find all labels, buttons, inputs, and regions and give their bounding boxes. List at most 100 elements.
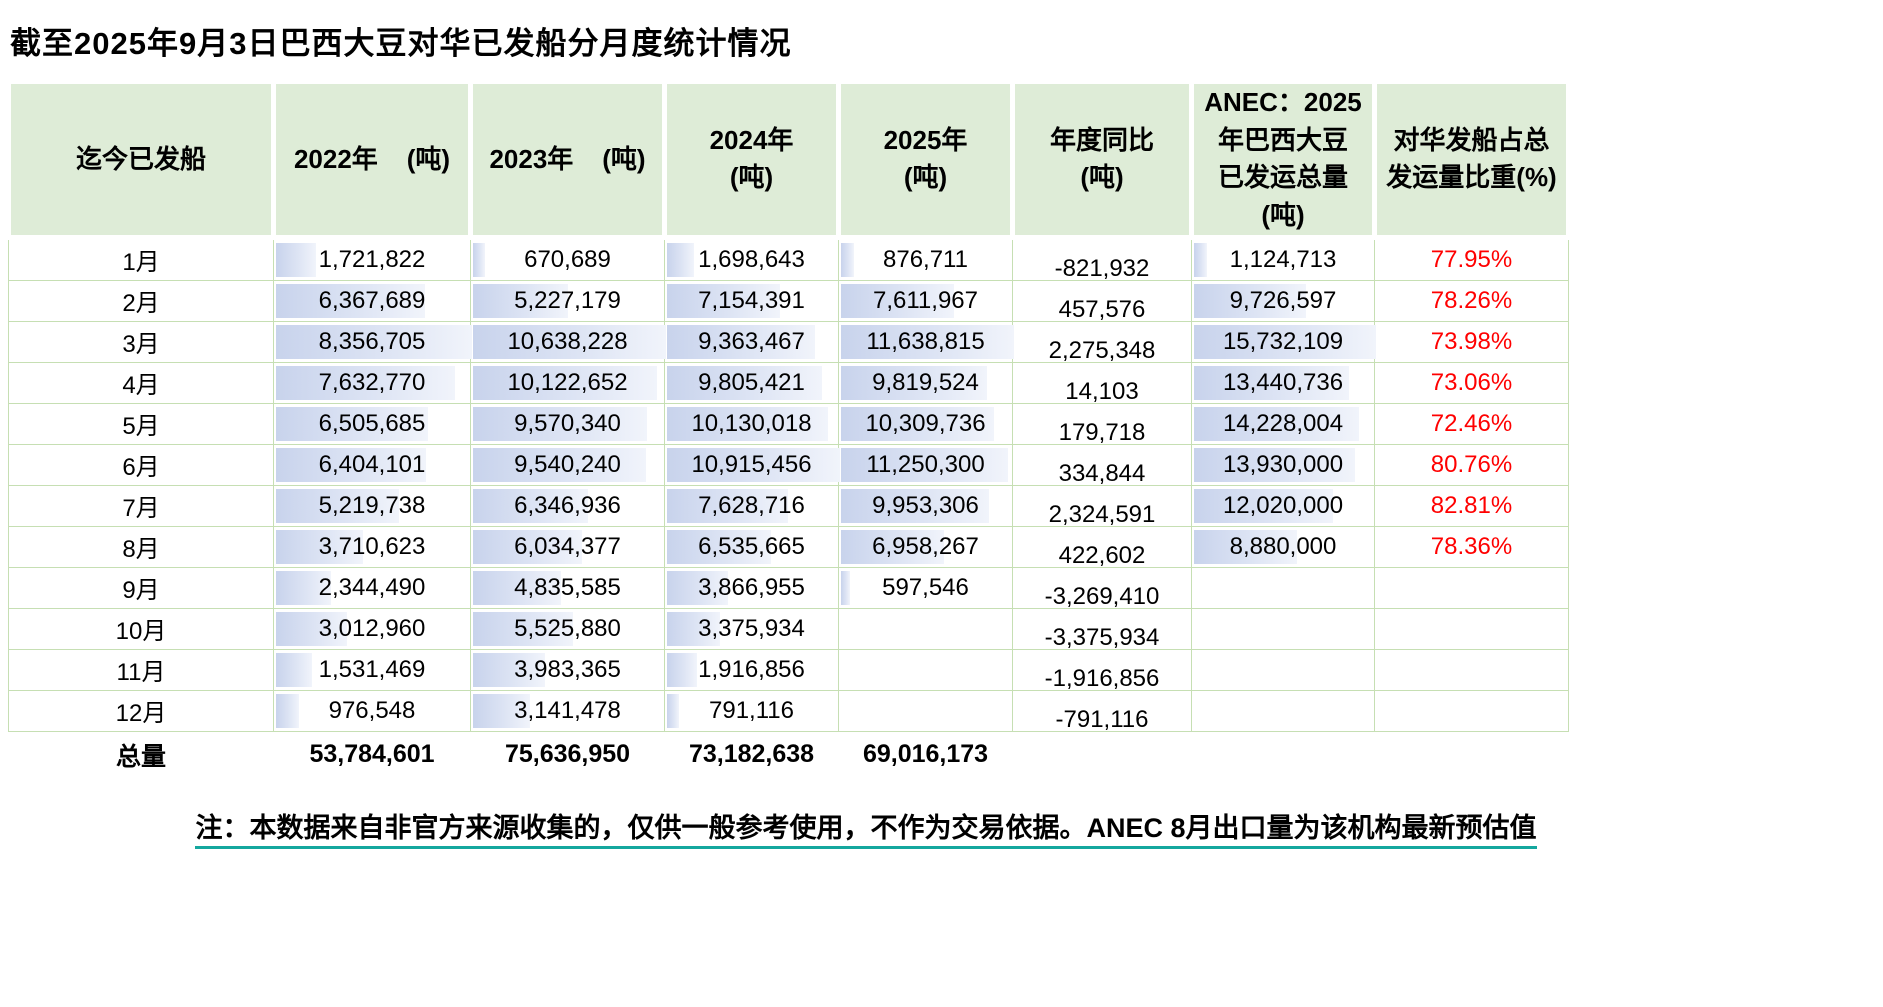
data-bar <box>473 611 574 646</box>
value-cell-2024: 9,363,467 <box>664 320 839 363</box>
value-cell-2025: 6,958,267 <box>838 525 1013 568</box>
value-cell-anec: 15,732,109 <box>1191 320 1376 363</box>
row-label: 3月 <box>8 320 274 363</box>
data-bar <box>473 570 561 605</box>
data-bar <box>667 324 816 359</box>
value-cell-2023: 4,835,585 <box>470 566 665 609</box>
value-cell-2025: 876,711 <box>838 236 1013 281</box>
value-cell-2023: 9,570,340 <box>470 402 665 445</box>
data-bar <box>841 365 987 400</box>
value-cell-2023: 670,689 <box>470 236 665 281</box>
value-cell-share: 73.06% <box>1374 361 1569 404</box>
data-bar <box>667 488 788 523</box>
value-cell-2025: 11,638,815 <box>838 320 1014 363</box>
totals-label: 总量 <box>115 742 166 771</box>
data-bar <box>1194 406 1359 441</box>
row-label: 10月 <box>8 607 274 650</box>
totals-empty <box>1375 731 1569 778</box>
value-cell-share <box>1374 648 1569 691</box>
data-bar <box>473 242 486 277</box>
value-cell-2025 <box>838 689 1013 732</box>
totals-value: 53,784,601 <box>309 740 435 769</box>
value-cell-share <box>1374 689 1569 732</box>
value-cell-2024: 3,375,934 <box>664 607 839 650</box>
row-label: 8月 <box>8 525 274 568</box>
value-cell-yoy: 179,718 <box>1012 402 1192 446</box>
value-cell-anec: 1,124,713 <box>1191 236 1375 281</box>
value-cell-2023: 6,346,936 <box>470 484 665 527</box>
data-bar <box>473 365 657 400</box>
row-label: 4月 <box>8 361 274 404</box>
value-cell-yoy: -3,375,934 <box>1012 607 1192 651</box>
value-cell-share: 72.46% <box>1374 402 1569 445</box>
data-bar <box>1194 242 1207 277</box>
value-cell-2022: 5,219,738 <box>273 484 471 527</box>
value-cell-2025: 597,546 <box>838 566 1013 609</box>
value-cell-yoy: -821,932 <box>1012 236 1192 282</box>
value-cell-share: 78.36% <box>1374 525 1569 568</box>
value-cell-2022: 1,531,469 <box>273 648 471 691</box>
data-bar <box>276 529 364 564</box>
data-bar <box>667 406 828 441</box>
data-bar <box>276 488 399 523</box>
data-bar <box>841 488 989 523</box>
value-cell-2023: 5,227,179 <box>470 279 665 322</box>
value-cell-2025: 7,611,967 <box>838 279 1013 322</box>
data-bar <box>841 324 1014 359</box>
table-row: 3月 8,356,705 10,638,228 9,363,467 11,638,815… <box>8 320 1569 364</box>
totals-value: 73,182,638 <box>688 740 815 769</box>
value-cell-anec: 9,726,597 <box>1191 279 1375 322</box>
data-bar <box>667 365 823 400</box>
data-bar <box>276 570 332 605</box>
data-bar <box>276 652 312 687</box>
shipment-table: 迄今已发船 2022年 (吨) 2023年 (吨) 2024年 (吨) 2025… <box>6 79 1571 778</box>
value-cell-2023: 10,122,652 <box>470 361 665 404</box>
row-label: 12月 <box>8 689 274 732</box>
value-cell-2022: 8,356,705 <box>273 320 472 363</box>
value-cell-2022: 976,548 <box>273 689 471 732</box>
table-row: 1月 1,721,822 670,689 1,698,643 876,711 -821,9… <box>8 236 1569 282</box>
data-bar <box>1194 283 1307 318</box>
data-bar <box>473 693 530 728</box>
value-cell-2024: 1,698,643 <box>664 236 839 281</box>
value-cell-yoy: -1,916,856 <box>1012 648 1192 692</box>
data-bar <box>841 242 854 277</box>
value-cell-2024: 1,916,856 <box>664 648 839 691</box>
value-cell-anec <box>1191 689 1375 732</box>
data-bar <box>276 611 347 646</box>
data-bar <box>276 283 426 318</box>
value-cell-anec <box>1191 648 1375 691</box>
value-cell-2022: 2,344,490 <box>273 566 471 609</box>
value-cell-anec: 12,020,000 <box>1191 484 1375 527</box>
value-cell-2025: 9,819,524 <box>838 361 1013 404</box>
footnote-text: 注：本数据来自非官方来源收集的，仅供一般参考使用，不作为交易依据。ANEC 8月… <box>195 812 1537 849</box>
value-cell-2024: 791,116 <box>664 689 839 732</box>
value-cell-share: 77.95% <box>1374 236 1569 281</box>
value-cell-2022: 3,710,623 <box>273 525 471 568</box>
table-row: 12月 976,548 3,141,478 791,116 -791,116 <box>8 689 1569 733</box>
value-cell-share: 73.98% <box>1374 320 1569 363</box>
col-header-2022: 2022年 (吨) <box>271 79 473 240</box>
data-bar <box>276 365 455 400</box>
value-cell-anec <box>1191 566 1375 609</box>
page-title: 截至2025年9月3日巴西大豆对华已发船分月度统计情况 <box>10 26 792 61</box>
header-row: 迄今已发船 2022年 (吨) 2023年 (吨) 2024年 (吨) 2025… <box>6 79 1571 240</box>
data-bar <box>841 529 945 564</box>
value-cell-yoy: 334,844 <box>1012 443 1192 487</box>
value-cell-2024: 7,154,391 <box>664 279 839 322</box>
value-cell-2022: 6,505,685 <box>273 402 471 445</box>
value-cell-share: 78.26% <box>1374 279 1569 322</box>
data-bar <box>667 611 721 646</box>
totals-empty <box>1013 731 1192 778</box>
data-bar <box>1194 365 1350 400</box>
totals-row: 总量 53,784,601 75,636,950 73,182,638 69,016,1… <box>9 731 1569 778</box>
col-header-2025: 2025年 (吨) <box>836 79 1015 240</box>
table-body: 1月 1,721,822 670,689 1,698,643 876,711 -821,9… <box>8 236 1569 778</box>
row-label: 5月 <box>8 402 274 445</box>
value-cell-2022: 6,367,689 <box>273 279 471 322</box>
data-bar <box>841 447 1009 482</box>
col-header-2024: 2024年 (吨) <box>662 79 841 240</box>
value-cell-2025: 10,309,736 <box>838 402 1013 445</box>
data-bar <box>841 406 995 441</box>
value-cell-2023: 3,141,478 <box>470 689 665 732</box>
